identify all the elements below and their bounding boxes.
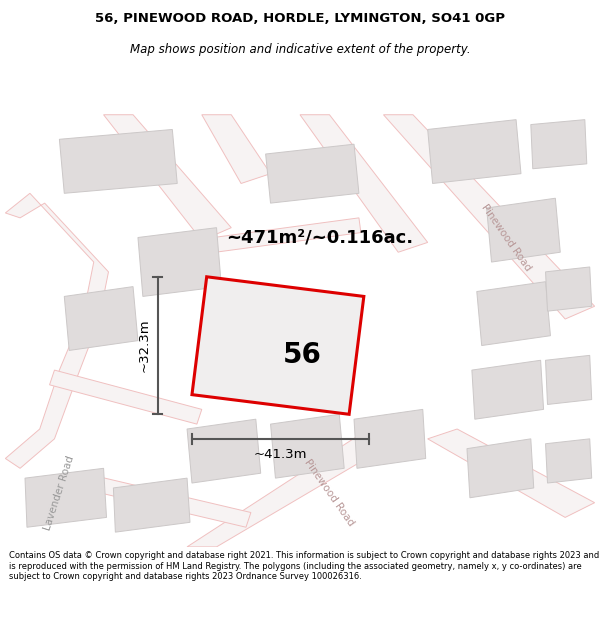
Polygon shape: [266, 144, 359, 203]
Polygon shape: [428, 429, 595, 518]
Polygon shape: [192, 277, 364, 414]
Polygon shape: [545, 356, 592, 404]
Polygon shape: [300, 115, 428, 253]
Polygon shape: [271, 414, 344, 478]
Polygon shape: [187, 419, 261, 483]
Polygon shape: [383, 115, 595, 319]
Text: Pinewood Road: Pinewood Road: [302, 458, 356, 528]
Polygon shape: [113, 478, 190, 532]
Polygon shape: [472, 360, 544, 419]
Text: 56, PINEWOOD ROAD, HORDLE, LYMINGTON, SO41 0GP: 56, PINEWOOD ROAD, HORDLE, LYMINGTON, SO…: [95, 12, 505, 25]
Polygon shape: [531, 119, 587, 169]
Polygon shape: [354, 409, 426, 468]
Polygon shape: [545, 439, 592, 483]
Text: Lavender Road: Lavender Road: [43, 454, 76, 531]
Polygon shape: [64, 287, 138, 351]
Text: ~41.3m: ~41.3m: [254, 448, 307, 461]
Polygon shape: [187, 419, 408, 547]
Polygon shape: [545, 267, 592, 311]
Polygon shape: [50, 370, 202, 424]
Polygon shape: [477, 282, 550, 346]
Polygon shape: [202, 115, 271, 184]
Polygon shape: [5, 193, 109, 468]
Polygon shape: [428, 119, 521, 184]
Text: ~32.3m: ~32.3m: [137, 319, 151, 372]
Polygon shape: [487, 198, 560, 262]
Text: Contains OS data © Crown copyright and database right 2021. This information is : Contains OS data © Crown copyright and d…: [9, 551, 599, 581]
Text: ~471m²/~0.116ac.: ~471m²/~0.116ac.: [226, 229, 413, 246]
Polygon shape: [59, 129, 177, 193]
Text: 56: 56: [283, 341, 322, 369]
Text: Pinewood Road: Pinewood Road: [479, 202, 533, 272]
Polygon shape: [467, 439, 534, 498]
Text: Map shows position and indicative extent of the property.: Map shows position and indicative extent…: [130, 44, 470, 56]
Polygon shape: [104, 115, 231, 241]
Polygon shape: [177, 218, 361, 257]
Polygon shape: [25, 468, 107, 528]
Polygon shape: [138, 228, 221, 296]
Polygon shape: [79, 473, 251, 528]
